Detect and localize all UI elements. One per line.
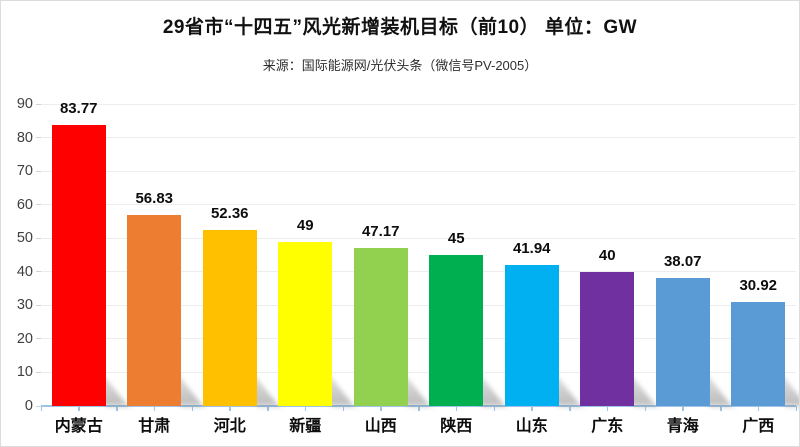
x-tick-mark: [795, 406, 797, 411]
y-tick-mark-70: [36, 170, 41, 172]
x-tick-mark: [455, 406, 458, 411]
category-label-广西: 广西: [742, 418, 775, 435]
x-tick-mark: [40, 406, 42, 411]
gridline-90: [41, 103, 796, 105]
x-tick-mark: [153, 406, 156, 411]
category-label-广东: 广东: [591, 418, 624, 435]
y-tick-mark-60: [36, 204, 41, 206]
y-tick-label-70: 70: [16, 163, 33, 180]
y-tick-mark-80: [36, 137, 41, 139]
y-tick-mark-10: [36, 371, 41, 373]
x-tick-mark: [342, 406, 344, 411]
category-label-青海: 青海: [666, 418, 699, 435]
bar-value-label-陕西: 45: [447, 230, 465, 247]
bar-广东: [580, 271, 635, 406]
category-label-甘肃: 甘肃: [138, 418, 171, 435]
x-tick-mark: [380, 406, 382, 411]
y-tick-mark-0: [36, 405, 41, 407]
bar-陕西: [429, 255, 484, 406]
bar-value-label-甘肃: 56.83: [135, 190, 174, 208]
category-label-河北: 河北: [213, 418, 246, 435]
bar-value-label-青海: 38.07: [663, 253, 702, 271]
bar-河北: [202, 230, 257, 406]
x-tick-mark: [757, 406, 760, 411]
bar-value-label-内蒙古: 83.77: [59, 99, 98, 117]
bar-青海: [655, 278, 710, 406]
gridline-20: [41, 338, 796, 340]
x-tick-mark: [531, 406, 533, 411]
category-label-内蒙古: 内蒙古: [54, 418, 103, 435]
chart-title: 29省市“十四五”风光新增装机目标（前10） 单位：GW: [162, 17, 638, 38]
gridline-80: [41, 137, 796, 139]
bar-value-label-河北: 52.36: [210, 205, 249, 223]
gridline-70: [41, 170, 796, 172]
x-tick-mark: [116, 406, 118, 411]
category-label-山西: 山西: [364, 418, 397, 435]
x-tick-mark: [682, 406, 684, 411]
y-tick-mark-30: [36, 304, 41, 306]
chart-subtitle: 来源：国际能源网/光伏头条（微信号PV-2005）: [262, 58, 538, 73]
x-tick-mark: [720, 406, 722, 411]
y-tick-label-0: 0: [24, 398, 33, 414]
x-tick-mark: [569, 406, 571, 411]
gridline-50: [41, 237, 796, 239]
bar-广西: [731, 302, 786, 406]
gridline-10: [41, 371, 796, 373]
bar-value-label-山东: 41.94: [512, 240, 551, 258]
category-label-陕西: 陕西: [440, 418, 473, 435]
bar-甘肃: [127, 215, 182, 406]
y-tick-label-90: 90: [16, 96, 33, 112]
gridline-30: [41, 304, 796, 306]
bar-value-label-新疆: 49: [296, 216, 314, 234]
y-tick-label-10: 10: [16, 364, 33, 381]
gridline-60: [41, 204, 796, 206]
bar-value-label-广东: 40: [598, 246, 616, 264]
y-tick-label-20: 20: [16, 330, 33, 347]
bar-value-label-山西: 47.17: [361, 222, 400, 240]
category-label-山东: 山东: [515, 418, 548, 435]
x-tick-mark: [229, 406, 231, 411]
bar-山东: [504, 265, 559, 406]
y-tick-label-30: 30: [16, 297, 33, 314]
y-tick-label-50: 50: [16, 230, 33, 247]
x-tick-mark: [606, 406, 609, 411]
x-tick-mark: [644, 406, 646, 411]
x-tick-mark: [304, 406, 307, 411]
bar-山西: [353, 247, 408, 406]
category-label-新疆: 新疆: [289, 418, 322, 435]
y-tick-label-80: 80: [16, 129, 33, 146]
bar-新疆: [278, 241, 333, 406]
y-tick-mark-50: [36, 237, 41, 239]
y-tick-label-40: 40: [16, 263, 33, 280]
y-tick-mark-40: [36, 271, 41, 273]
x-tick-mark: [191, 406, 193, 411]
y-tick-mark-90: [36, 103, 41, 105]
y-tick-mark-20: [36, 338, 41, 340]
bar-value-label-广西: 30.92: [739, 277, 778, 295]
x-tick-mark: [493, 406, 495, 411]
plot-area: 0 10 20 30 40 50 60 70 80 90 83.77 56.83 52.36 49 47.…: [17, 96, 799, 435]
gridline-40: [41, 271, 796, 273]
x-tick-mark: [418, 406, 420, 411]
bar-内蒙古: [51, 124, 106, 406]
y-tick-label-60: 60: [16, 196, 33, 213]
x-tick-mark: [267, 406, 269, 411]
x-tick-mark: [78, 406, 80, 411]
